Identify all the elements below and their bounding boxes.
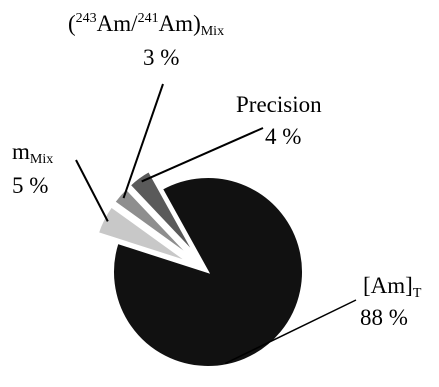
- open-paren: (: [68, 11, 76, 36]
- slice-value-precision: 4 %: [265, 124, 302, 149]
- slice-label-mmix: mMix: [12, 139, 53, 167]
- slice-mmix: [96, 205, 189, 264]
- isotope-241: 241: [137, 11, 159, 26]
- slice-precision: [128, 169, 196, 255]
- am-base: [Am]: [363, 273, 413, 298]
- mmix-subscript: Mix: [29, 152, 54, 167]
- leader-line-am-total: [224, 299, 357, 365]
- slice-label-precision: Precision: [236, 92, 322, 117]
- leader-line-isotope-ratio: [122, 83, 164, 199]
- m-base: m: [12, 139, 30, 164]
- isotope-243: 243: [75, 11, 97, 26]
- slice-value-am-total: 88 %: [360, 305, 408, 330]
- leader-line-precision: [141, 127, 264, 183]
- am-subscript: T: [412, 286, 422, 301]
- slice-value-mmix: 5 %: [12, 173, 49, 198]
- slice-label-am-total: [Am]T: [363, 273, 421, 301]
- am-close: Am): [158, 11, 201, 36]
- leader-line-mmix: [75, 159, 109, 222]
- am-slash: Am/: [96, 11, 138, 36]
- slice-label-isotope-ratio: (243Am/241Am)Mix: [68, 11, 224, 39]
- slice-am-total: [112, 176, 304, 368]
- mix-subscript: Mix: [200, 24, 225, 39]
- slice-value-isotope-ratio: 3 %: [143, 45, 180, 70]
